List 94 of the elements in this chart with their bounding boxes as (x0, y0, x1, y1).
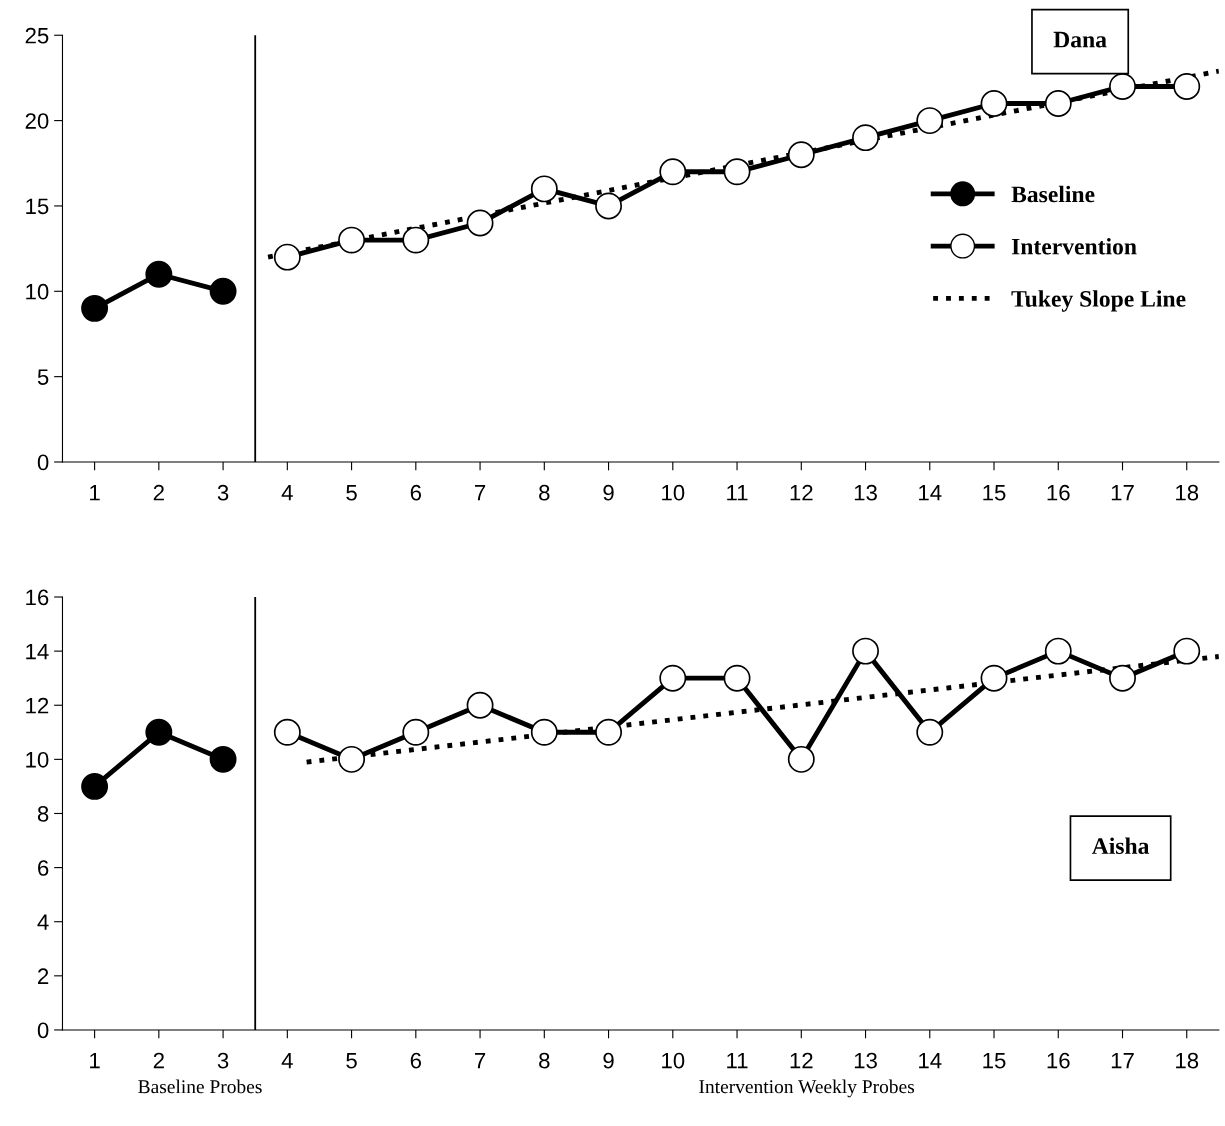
x-tick-label: 12 (790, 1052, 813, 1069)
x-tick-label: 3 (217, 484, 229, 501)
point (1044, 637, 1072, 665)
x-tick-label: 17 (1111, 1052, 1134, 1069)
x-tick-label: 7 (475, 1052, 486, 1069)
y-tick-label: 6 (38, 860, 49, 876)
point (530, 175, 558, 203)
point (402, 718, 430, 746)
point (273, 718, 301, 746)
point (466, 691, 494, 719)
y-tick-label: 0 (37, 1022, 49, 1039)
point (595, 192, 623, 220)
legend-label: Intervention (1011, 237, 1137, 255)
point (852, 637, 879, 665)
x-tick-label: 12 (790, 484, 813, 501)
point (980, 90, 1008, 117)
point (530, 718, 558, 746)
point (273, 243, 301, 271)
annotation: Dana (1053, 31, 1107, 48)
x-tick-label: 16 (1047, 484, 1070, 501)
point (402, 226, 430, 254)
x-tick-label: 4 (281, 485, 293, 501)
point (1109, 73, 1136, 100)
x-tick-label: 10 (662, 1052, 685, 1069)
x-tick-label: 4 (281, 1052, 293, 1069)
y-tick-label: 5 (37, 369, 49, 385)
x-tick-label: 15 (983, 1052, 1006, 1069)
point (1173, 73, 1201, 100)
x-tick-label: 5 (346, 1052, 357, 1069)
x-tick-label: 6 (410, 484, 422, 501)
x-tick-label: 15 (983, 485, 1006, 501)
point (659, 158, 687, 186)
point (81, 294, 109, 322)
x-tick-label: 18 (1176, 484, 1199, 501)
y-tick-label: 0 (37, 454, 49, 471)
point (338, 226, 366, 254)
annotation: Aisha (1091, 837, 1150, 855)
text: Intervention Weekly Probes (699, 1079, 915, 1098)
point (916, 718, 944, 746)
point (338, 745, 366, 773)
x-tick-label: 13 (854, 484, 877, 501)
x-tick-label: 7 (475, 485, 486, 501)
point (81, 772, 109, 800)
point (916, 107, 944, 135)
x-tick-label: 2 (153, 484, 164, 501)
point (659, 664, 687, 692)
point (595, 718, 623, 746)
x-tick-label: 6 (410, 1052, 422, 1069)
point (723, 158, 751, 186)
y-tick-label: 15 (26, 198, 49, 215)
x-tick-label: 16 (1047, 1052, 1070, 1069)
point (209, 745, 237, 773)
y-tick-label: 8 (37, 806, 49, 822)
y-tick-label: 20 (25, 113, 49, 129)
point (980, 664, 1008, 692)
x-tick-label: 9 (603, 484, 614, 501)
x-tick-label: 5 (346, 485, 357, 501)
point (1044, 90, 1072, 117)
y-tick-label: 14 (26, 643, 49, 660)
point (723, 664, 751, 692)
y-tick-label: 2 (38, 968, 49, 984)
text: Baseline Probes (138, 1079, 262, 1094)
point (1109, 664, 1136, 692)
x-tick-label: 1 (90, 485, 100, 501)
point (1173, 637, 1201, 665)
y-tick-label: 12 (26, 697, 49, 714)
y-tick-label: 4 (37, 914, 49, 930)
point (787, 745, 815, 773)
x-tick-label: 11 (727, 485, 748, 501)
x-tick-label: 11 (727, 1052, 748, 1069)
point (145, 718, 173, 746)
point (852, 124, 879, 152)
point (787, 141, 815, 169)
x-tick-label: 10 (662, 484, 685, 501)
x-tick-label: 14 (919, 485, 942, 501)
x-tick-label: 14 (919, 1052, 942, 1069)
x-tick-label: 1 (90, 1052, 100, 1069)
y-tick-label: 10 (26, 751, 49, 768)
y-tick-label: 25 (25, 27, 49, 44)
y-tick-label: 10 (26, 283, 49, 300)
x-tick-label: 8 (539, 484, 550, 501)
x-tick-label: 13 (854, 1052, 877, 1069)
x-tick-label: 2 (153, 1052, 164, 1069)
x-tick-label: 9 (603, 1052, 614, 1069)
point (209, 277, 237, 305)
x-tick-label: 18 (1176, 1052, 1199, 1069)
x-tick-label: 8 (539, 1052, 550, 1069)
legend-label: Tukey Slope Line (1011, 290, 1186, 312)
legend-label: Baseline (1011, 185, 1095, 203)
point (145, 260, 173, 288)
point (466, 209, 494, 237)
y-tick-label: 16 (26, 589, 49, 606)
x-tick-label: 3 (217, 1052, 229, 1069)
x-tick-label: 17 (1111, 485, 1134, 501)
